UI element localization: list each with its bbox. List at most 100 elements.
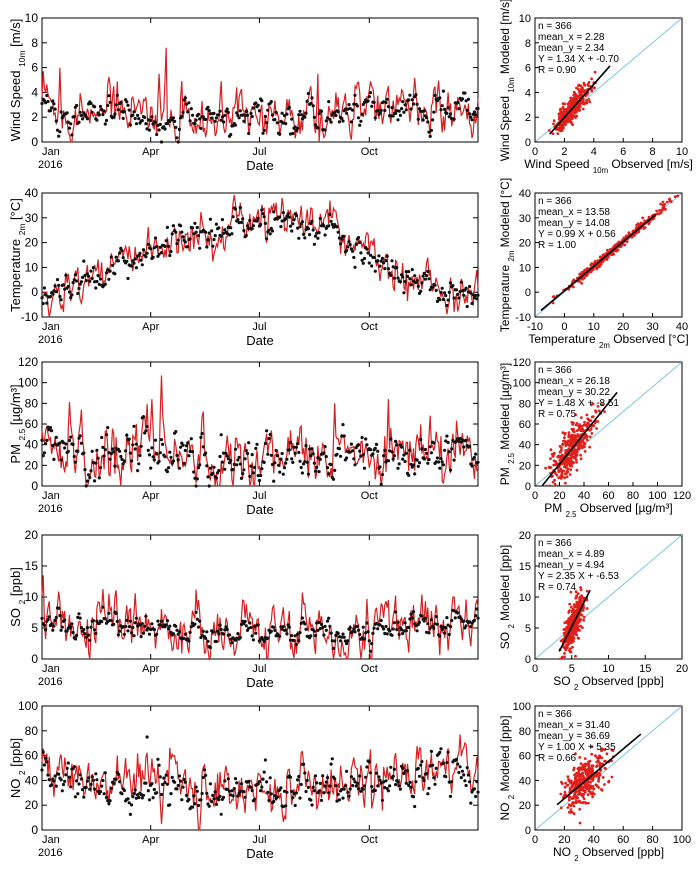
- observed-point: [365, 443, 369, 447]
- observed-point: [130, 803, 134, 807]
- observed-point: [66, 284, 70, 288]
- observed-point: [459, 280, 463, 284]
- stats-text: n = 366: [538, 21, 572, 32]
- observed-point: [106, 426, 110, 430]
- observed-point: [448, 112, 453, 116]
- scatter-point: [572, 812, 576, 816]
- regression-line: [540, 214, 657, 312]
- observed-point: [403, 103, 407, 107]
- scatter-point: [569, 468, 573, 472]
- observed-point: [379, 482, 383, 486]
- x-tick-label: Jul: [252, 321, 266, 333]
- observed-point: [280, 219, 284, 223]
- scatter-point: [570, 454, 574, 458]
- scatter-point: [551, 132, 555, 136]
- observed-point: [379, 108, 383, 112]
- observed-point: [182, 777, 186, 782]
- modeled-series-line: [41, 47, 479, 143]
- observed-point: [158, 451, 162, 455]
- observed-point: [70, 622, 74, 626]
- observed-point: [87, 473, 91, 477]
- observed-point: [325, 619, 330, 623]
- scatter-point: [578, 604, 582, 608]
- observed-point: [386, 789, 390, 793]
- observed-point: [188, 449, 192, 453]
- observed-point: [414, 780, 418, 784]
- observed-point: [46, 618, 50, 622]
- observed-point: [190, 113, 195, 117]
- observed-point: [281, 472, 285, 476]
- x-tick-label: 8: [650, 146, 656, 158]
- observed-point: [138, 251, 142, 255]
- scatter-point: [558, 450, 562, 454]
- observed-point: [195, 477, 199, 481]
- scatter-point: [586, 780, 590, 784]
- observed-point: [133, 621, 137, 625]
- observed-point: [78, 616, 82, 620]
- observed-point: [230, 789, 234, 793]
- observed-point: [206, 105, 210, 109]
- scatter-point: [575, 603, 578, 606]
- observed-point: [287, 105, 291, 110]
- observed-point: [408, 448, 412, 452]
- scatter-point: [590, 77, 593, 81]
- scatter-point: [583, 420, 586, 424]
- scatter-point: [656, 212, 659, 216]
- observed-point: [297, 236, 301, 240]
- observed-point: [279, 786, 283, 790]
- observed-point: [345, 456, 349, 460]
- scatter-point: [561, 123, 565, 126]
- observed-point: [44, 628, 48, 632]
- observed-point: [452, 117, 456, 121]
- observed-point: [312, 789, 316, 793]
- observed-point: [460, 769, 465, 773]
- observed-point: [464, 438, 468, 443]
- observed-point: [54, 435, 58, 439]
- observed-point: [102, 792, 106, 796]
- observed-point: [229, 458, 233, 462]
- observed-point: [269, 629, 273, 633]
- scatter-point: [571, 123, 575, 126]
- observed-point: [425, 116, 429, 120]
- observed-point: [380, 798, 384, 802]
- observed-point: [173, 119, 177, 123]
- scatter-point: [563, 793, 566, 797]
- observed-point: [113, 464, 117, 468]
- scatter-point: [588, 759, 592, 763]
- scatter-point: [567, 435, 571, 439]
- scatter-point: [565, 469, 569, 473]
- y-tick-label: 0: [525, 481, 531, 493]
- x-tick-label: 0: [532, 834, 538, 846]
- observed-point: [476, 616, 480, 620]
- observed-point: [194, 230, 198, 234]
- modeled-series-line: [41, 375, 479, 487]
- observed-point: [65, 111, 69, 115]
- scatter-point: [576, 636, 580, 640]
- scatter-point: [641, 216, 645, 220]
- scatter-point: [603, 410, 606, 413]
- y-axis-title: SO 2 Modeled [ppb]: [498, 545, 516, 649]
- observed-point: [368, 771, 373, 775]
- observed-point: [368, 253, 373, 257]
- observed-point: [165, 225, 169, 229]
- scatter-point: [577, 83, 581, 87]
- observed-point: [323, 128, 327, 132]
- y-tick-label: 120: [513, 357, 531, 369]
- observed-point: [84, 279, 88, 283]
- observed-point: [195, 789, 199, 793]
- observed-point: [58, 614, 62, 618]
- observed-point: [256, 474, 260, 478]
- scatter-point: [551, 455, 555, 458]
- y-tick-label: 100: [513, 701, 531, 713]
- scatter-point: [580, 416, 583, 419]
- observed-point: [327, 791, 331, 795]
- scatter-point: [586, 783, 590, 787]
- scatter-point: [583, 767, 587, 771]
- observed-point: [147, 632, 152, 636]
- observed-point: [205, 791, 209, 796]
- observed-point: [343, 639, 347, 643]
- observed-point: [266, 636, 270, 640]
